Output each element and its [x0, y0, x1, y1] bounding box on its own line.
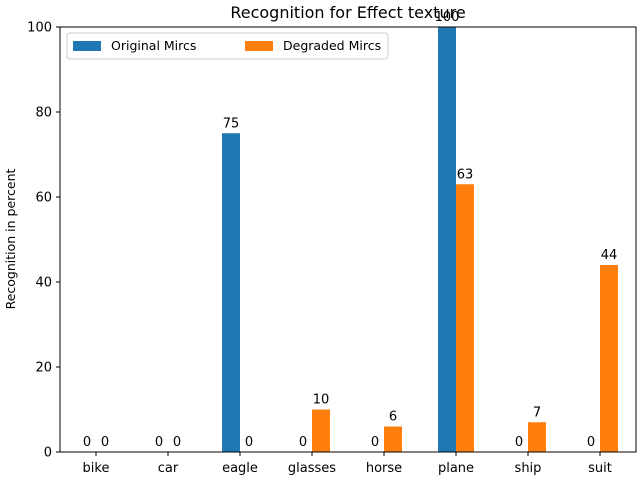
x-tick-label: plane: [438, 461, 474, 476]
bar-degraded: [600, 265, 618, 452]
bar-degraded: [456, 184, 474, 452]
y-tick-label: 40: [35, 276, 52, 291]
y-axis-label: Recognition in percent: [3, 168, 18, 309]
bar-degraded: [384, 426, 402, 452]
y-tick-label: 0: [44, 446, 52, 461]
legend-label: Original Mircs: [111, 38, 196, 53]
data-label: 10: [313, 393, 330, 408]
legend: Original Mircs Degraded Mircs: [66, 32, 389, 60]
y-tick-label: 60: [35, 191, 52, 206]
x-tick-label: bike: [83, 461, 110, 476]
bar-degraded: [312, 409, 330, 452]
y-tick-label: 20: [35, 361, 52, 376]
bar-original: [438, 27, 456, 452]
plot-frame: [59, 26, 637, 453]
x-tick-label: eagle: [222, 461, 258, 476]
legend-swatch: [245, 41, 273, 51]
legend-swatch: [73, 41, 101, 51]
x-tick-label: ship: [515, 461, 542, 476]
data-label: 63: [457, 167, 474, 182]
x-tick-label: horse: [366, 461, 402, 476]
data-label: 0: [173, 435, 181, 450]
data-label: 0: [245, 435, 253, 450]
data-label: 0: [587, 435, 595, 450]
bar-degraded: [528, 422, 546, 452]
data-label: 44: [601, 248, 618, 263]
x-tick-label: car: [158, 461, 179, 476]
data-label: 0: [155, 435, 163, 450]
x-tick-label: suit: [588, 461, 612, 476]
y-tick-label: 80: [35, 106, 52, 121]
data-label: 7: [533, 405, 541, 420]
data-label: 75: [223, 116, 240, 131]
legend-label: Degraded Mircs: [283, 38, 381, 53]
data-label: 100: [435, 10, 460, 25]
bar-original: [222, 133, 240, 452]
x-tick-label: glasses: [288, 461, 336, 476]
data-label: 0: [371, 435, 379, 450]
data-label: 0: [83, 435, 91, 450]
data-label: 0: [299, 435, 307, 450]
data-label: 0: [515, 435, 523, 450]
chart-title: Recognition for Effect texture: [230, 3, 465, 22]
legend-box: [66, 32, 389, 60]
data-label: 6: [389, 410, 397, 425]
y-tick-label: 100: [27, 21, 52, 36]
data-label: 0: [101, 435, 109, 450]
